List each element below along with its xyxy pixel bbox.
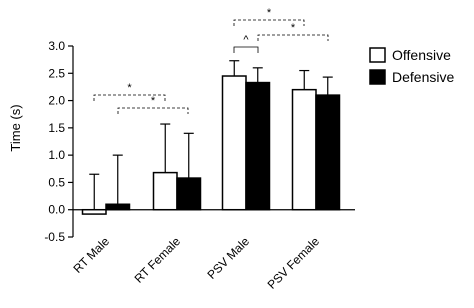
bar bbox=[221, 75, 247, 211]
x-tick-label: RT Female bbox=[132, 234, 184, 286]
bar bbox=[245, 81, 271, 211]
legend-swatch bbox=[369, 47, 386, 63]
bar bbox=[176, 177, 202, 211]
bar bbox=[152, 171, 178, 211]
legend-swatch bbox=[369, 69, 386, 85]
y-tick-label: -0.5 bbox=[44, 230, 65, 244]
x-tick-label: PSV Male bbox=[204, 234, 252, 282]
legend-label: Defensive bbox=[392, 69, 454, 85]
y-tick-label: 2.0 bbox=[48, 94, 65, 108]
y-tick-label: 0.5 bbox=[48, 175, 65, 189]
y-tick-label: 3.0 bbox=[48, 39, 65, 53]
y-tick-label: 0.0 bbox=[48, 203, 65, 217]
y-tick-label: 1.0 bbox=[48, 148, 65, 162]
x-tick-label: PSV Female bbox=[265, 234, 323, 292]
x-tick-label: RT Male bbox=[70, 234, 112, 276]
significance-label: ^ bbox=[243, 34, 249, 46]
significance-bracket bbox=[233, 46, 259, 53]
y-axis-label: Time (s) bbox=[8, 104, 23, 151]
significance-label: * bbox=[267, 7, 272, 19]
significance-label: * bbox=[127, 82, 132, 94]
bar bbox=[81, 208, 107, 215]
significance-label: * bbox=[151, 95, 156, 107]
bar bbox=[105, 203, 131, 211]
significance-bracket bbox=[117, 107, 189, 114]
bar bbox=[315, 94, 341, 211]
legend-label: Offensive bbox=[392, 47, 451, 63]
bar bbox=[291, 88, 317, 211]
significance-bracket bbox=[233, 19, 305, 26]
significance-bracket bbox=[93, 94, 166, 101]
y-tick-label: 2.5 bbox=[48, 66, 65, 80]
significance-bracket bbox=[257, 34, 329, 41]
significance-label: * bbox=[291, 22, 296, 34]
y-tick-label: 1.5 bbox=[48, 121, 65, 135]
